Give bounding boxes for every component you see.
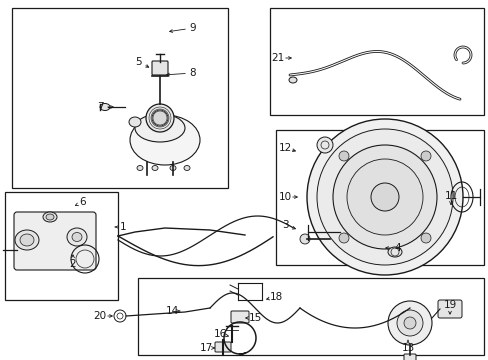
FancyBboxPatch shape [230,311,248,323]
Ellipse shape [67,228,87,246]
Ellipse shape [46,214,54,220]
Circle shape [332,145,436,249]
Text: 2: 2 [70,259,76,269]
Text: 8: 8 [189,68,196,78]
Text: 3: 3 [281,220,288,230]
Text: 4: 4 [394,243,401,253]
Bar [269,8,483,115]
Circle shape [299,234,309,244]
Circle shape [316,137,332,153]
Bar [138,278,483,355]
Ellipse shape [152,166,158,171]
Bar [5,192,118,300]
Circle shape [403,317,415,329]
Circle shape [387,301,431,345]
Circle shape [396,310,422,336]
Text: 20: 20 [93,311,106,321]
Ellipse shape [130,115,200,165]
Ellipse shape [135,114,184,142]
Ellipse shape [387,247,401,257]
Text: 12: 12 [278,143,291,153]
Ellipse shape [170,166,176,171]
Text: 21: 21 [271,53,284,63]
Bar [12,8,227,188]
Text: 19: 19 [443,300,456,310]
Ellipse shape [15,230,39,250]
Ellipse shape [129,117,141,127]
Text: 9: 9 [189,23,196,33]
FancyBboxPatch shape [403,354,415,360]
Text: 10: 10 [278,192,291,202]
Circle shape [306,119,462,275]
Text: 1: 1 [120,222,126,232]
Text: 15: 15 [248,313,261,323]
Circle shape [146,104,174,132]
Ellipse shape [20,234,34,246]
Ellipse shape [288,77,296,83]
Text: 6: 6 [80,197,86,207]
Ellipse shape [72,233,82,242]
Ellipse shape [43,212,57,222]
Circle shape [338,151,348,161]
Text: 7: 7 [97,102,103,112]
Circle shape [338,233,348,243]
FancyBboxPatch shape [437,300,461,318]
Circle shape [316,129,452,265]
Text: 18: 18 [269,292,282,302]
Bar [275,130,483,265]
FancyBboxPatch shape [152,61,168,75]
Text: 14: 14 [165,306,178,316]
Circle shape [152,110,168,126]
FancyBboxPatch shape [14,212,96,270]
Text: 17: 17 [199,343,212,353]
Text: 16: 16 [213,329,226,339]
Circle shape [420,233,430,243]
Circle shape [346,159,422,235]
Text: 13: 13 [401,343,414,353]
Circle shape [420,151,430,161]
Text: 5: 5 [135,57,142,67]
Circle shape [370,183,398,211]
Ellipse shape [183,166,190,171]
Text: 11: 11 [444,191,457,201]
Ellipse shape [137,166,142,171]
Ellipse shape [100,104,110,111]
FancyBboxPatch shape [215,342,230,352]
